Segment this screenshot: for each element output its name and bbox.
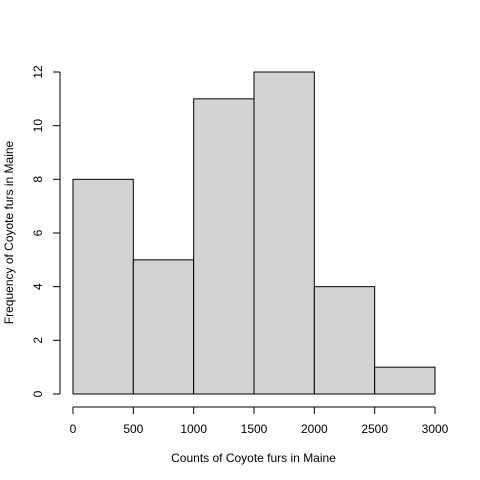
x-tick-label: 500 <box>123 422 143 436</box>
histogram-bar-0 <box>72 178 134 395</box>
histogram-bar-2 <box>193 98 255 395</box>
x-tick-label: 1000 <box>180 422 207 436</box>
histogram-bar-5 <box>374 366 436 395</box>
y-tick-label: 10 <box>31 119 45 133</box>
x-tick-label: 0 <box>70 422 77 436</box>
x-tick-label: 3000 <box>422 422 449 436</box>
x-axis-title: Counts of Coyote furs in Maine <box>171 451 336 465</box>
y-axis: 0 2 4 6 8 10 12 <box>31 65 61 397</box>
y-axis-title: Frequency of Coyote furs in Maine <box>2 140 16 324</box>
y-tick-label: 12 <box>31 65 45 79</box>
histogram-bar-4 <box>313 286 376 395</box>
y-tick-label: 6 <box>31 229 45 236</box>
y-tick-label: 8 <box>31 176 45 183</box>
histogram-bar-3 <box>253 71 315 395</box>
x-tick-label: 1500 <box>241 422 268 436</box>
y-tick-label: 0 <box>31 390 45 397</box>
histogram-bar-1 <box>132 259 195 395</box>
x-tick-label: 2500 <box>361 422 388 436</box>
y-tick-label: 2 <box>31 337 45 344</box>
y-tick-label: 4 <box>31 283 45 290</box>
x-tick-label: 2000 <box>301 422 328 436</box>
x-axis: 0 500 1000 1500 2000 2500 3000 <box>70 406 449 436</box>
bars-group <box>72 71 436 395</box>
